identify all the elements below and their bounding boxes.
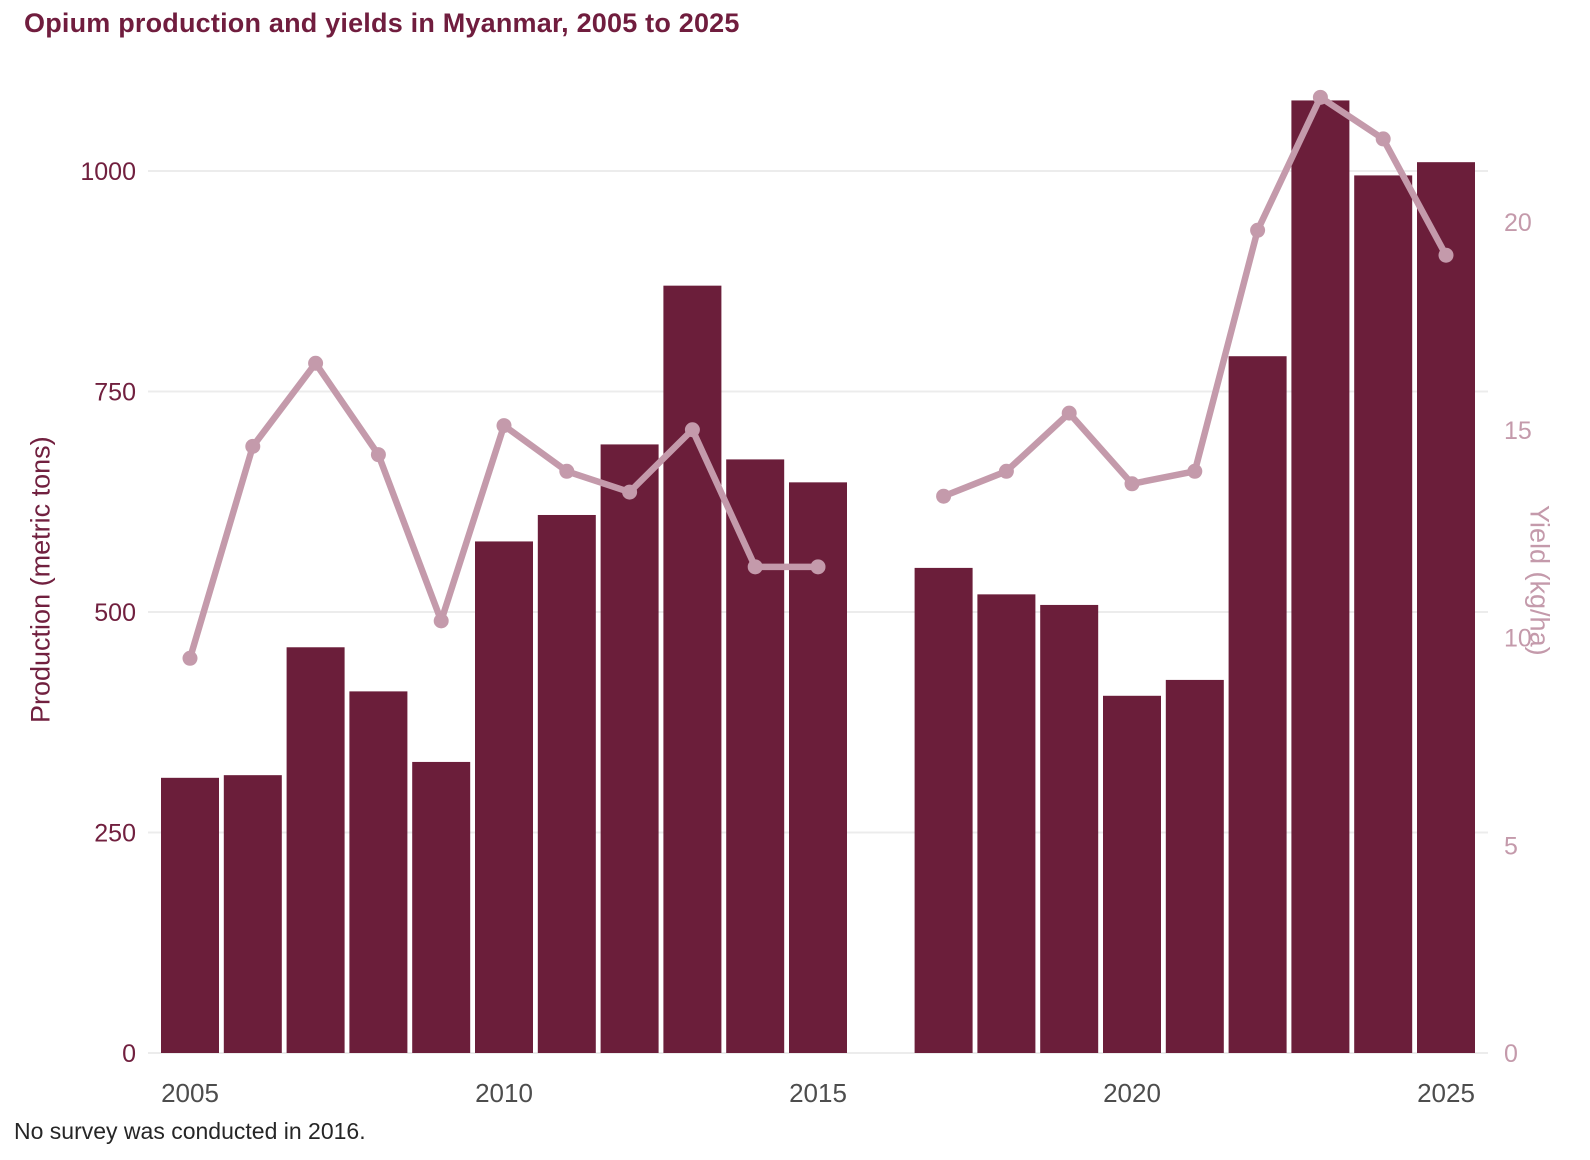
right-axis-tick-label: 20 (1504, 209, 1532, 237)
bar-2010 (475, 541, 533, 1053)
bar-2014 (726, 459, 785, 1053)
bar-2011 (537, 514, 596, 1053)
bar-2022 (1228, 356, 1287, 1054)
yield-point-2022 (1250, 222, 1266, 238)
left-axis-tick-label: 0 (122, 1040, 136, 1068)
footnote: No survey was conducted in 2016. (14, 1118, 366, 1144)
right-axis-tick-label: 5 (1504, 832, 1518, 860)
bar-2025 (1417, 162, 1475, 1053)
yield-point-2023 (1312, 89, 1328, 105)
bar-2019 (1040, 604, 1099, 1053)
bar-2009 (412, 761, 471, 1053)
bar-2013 (663, 285, 722, 1053)
right-axis-tick-label: 15 (1504, 417, 1532, 445)
bar-2020 (1103, 695, 1161, 1053)
bar-2008 (349, 691, 408, 1053)
right-axis-title: Yield (kg/ha) (1524, 504, 1555, 656)
yield-point-2008 (370, 447, 386, 463)
x-axis-tick-label: 2025 (1417, 1078, 1475, 1108)
bar-2005 (161, 777, 219, 1053)
yield-point-2017 (936, 488, 952, 504)
left-axis-tick-label: 750 (94, 379, 136, 407)
yield-point-2007 (308, 355, 324, 371)
yield-point-2011 (559, 463, 575, 479)
left-axis-tick-label: 500 (94, 599, 136, 627)
yield-point-2005 (182, 650, 198, 666)
yield-point-2018 (998, 463, 1014, 479)
yield-point-2012 (622, 484, 638, 500)
x-axis-tick-label: 2010 (475, 1078, 533, 1108)
bar-2018 (977, 594, 1036, 1053)
right-axis-tick-label: 0 (1504, 1040, 1518, 1068)
yield-point-2019 (1061, 405, 1077, 421)
bar-2017 (914, 567, 973, 1053)
x-axis-tick-label: 2005 (161, 1078, 219, 1108)
yield-point-2010 (496, 418, 512, 434)
bar-2023 (1291, 100, 1350, 1053)
yield-point-2014 (747, 559, 763, 575)
bar-2024 (1354, 175, 1413, 1053)
bar-2006 (223, 775, 282, 1053)
x-axis-tick-label: 2015 (789, 1078, 847, 1108)
right-axis-tick-label: 10 (1504, 625, 1532, 653)
bar-2021 (1165, 679, 1224, 1053)
yield-point-2025 (1438, 247, 1454, 263)
x-axis-tick-label: 2020 (1103, 1078, 1161, 1108)
bar-2007 (286, 647, 345, 1053)
chart-title: Opium production and yields in Myanmar, … (24, 8, 740, 38)
yield-point-2013 (684, 422, 700, 438)
yield-point-2015 (810, 559, 826, 575)
yield-point-2021 (1187, 463, 1203, 479)
yield-point-2006 (245, 438, 261, 454)
left-axis-tick-label: 1000 (80, 158, 136, 186)
yield-point-2024 (1375, 131, 1391, 147)
bar-2015 (789, 482, 847, 1053)
yield-point-2020 (1124, 476, 1140, 492)
bar-2012 (600, 444, 659, 1053)
left-axis-tick-label: 250 (94, 820, 136, 848)
left-axis-title: Production (metric tons) (25, 436, 56, 724)
yield-point-2009 (433, 613, 449, 629)
